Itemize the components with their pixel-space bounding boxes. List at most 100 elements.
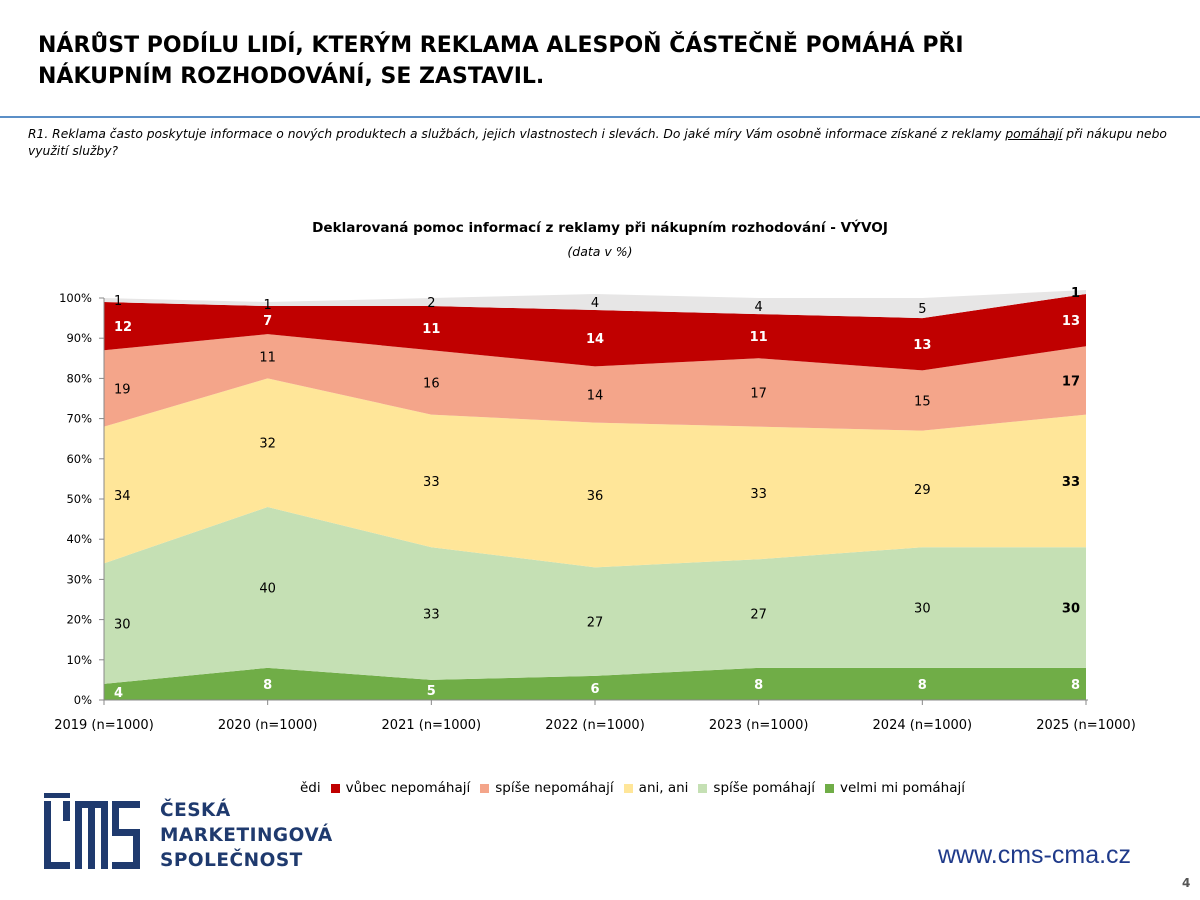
data-label: 13 bbox=[913, 338, 931, 353]
y-tick-label: 10% bbox=[66, 653, 92, 667]
header-divider bbox=[0, 116, 1200, 118]
x-tick-label: 2021 (n=1000) bbox=[382, 718, 482, 733]
legend-item-edi: ědi bbox=[300, 780, 321, 796]
chart-subtitle: (data v %) bbox=[567, 244, 633, 259]
title-line-2: NÁKUPNÍM ROZHODOVÁNÍ, SE ZASTAVIL. bbox=[38, 64, 545, 89]
data-label: 2 bbox=[427, 296, 435, 311]
logo-line-2: MARKETINGOVÁ bbox=[160, 825, 333, 846]
legend-item-ani-ani: ani, ani bbox=[623, 780, 689, 796]
legend-label: spíše pomáhají bbox=[713, 780, 815, 796]
data-label: 30 bbox=[914, 602, 931, 617]
data-label: 11 bbox=[422, 322, 440, 337]
data-label: 12 bbox=[114, 320, 132, 335]
x-tick-label: 2022 (n=1000) bbox=[545, 718, 645, 733]
data-label: 16 bbox=[423, 376, 440, 391]
data-label: 13 bbox=[1062, 314, 1080, 329]
data-label: 33 bbox=[423, 608, 440, 623]
y-tick-label: 0% bbox=[74, 693, 92, 707]
legend-swatch bbox=[825, 783, 834, 793]
survey-question: R1. Reklama často poskytuje informace o … bbox=[28, 126, 1178, 160]
data-label: 8 bbox=[263, 678, 272, 693]
logo-line-1: ČESKÁ bbox=[160, 800, 231, 821]
y-tick-label: 70% bbox=[66, 412, 92, 426]
question-underlined-word: pomáhají bbox=[1005, 127, 1063, 141]
legend-swatch bbox=[330, 783, 340, 793]
data-label: 33 bbox=[750, 487, 767, 502]
data-label: 17 bbox=[750, 386, 767, 401]
y-tick-label: 60% bbox=[66, 452, 92, 466]
x-tick-label: 2024 (n=1000) bbox=[873, 718, 973, 733]
data-label: 6 bbox=[590, 682, 599, 697]
legend-swatch bbox=[698, 783, 708, 793]
logo-text: ČESKÁ MARKETINGOVÁ SPOLEČNOST bbox=[160, 798, 333, 873]
y-tick-label: 30% bbox=[66, 572, 92, 586]
legend-swatch bbox=[623, 783, 633, 793]
y-tick-label: 40% bbox=[66, 532, 92, 546]
title-line-1: NÁRŮST PODÍLU LIDÍ, KTERÝM REKLAMA ALESP… bbox=[38, 33, 964, 58]
chart-legend: ědi vůbec nepomáhají spíše nepomáhají ani, … bbox=[300, 778, 975, 798]
data-label: 29 bbox=[914, 483, 931, 498]
data-label: 32 bbox=[259, 437, 276, 452]
legend-swatch bbox=[480, 783, 490, 793]
data-label: 34 bbox=[114, 489, 131, 504]
data-label: 19 bbox=[114, 382, 131, 397]
data-label: 33 bbox=[423, 475, 440, 490]
data-label: 14 bbox=[586, 332, 604, 347]
legend-item-spise-nepomahaji: spíše nepomáhají bbox=[480, 780, 614, 796]
y-tick-label: 100% bbox=[59, 291, 92, 305]
area-spise-nepomahaji bbox=[104, 334, 1086, 431]
data-label: 11 bbox=[750, 330, 768, 345]
legend-item-vubec-nepomahaji: vůbec nepomáhají bbox=[330, 780, 471, 796]
legend-label: ědi bbox=[300, 780, 321, 796]
area-spise-pomahaji bbox=[104, 507, 1086, 684]
y-tick-label: 20% bbox=[66, 613, 92, 627]
area-vubec-nepomahaji bbox=[104, 293, 1086, 371]
x-tick-label: 2019 (n=1000) bbox=[54, 718, 154, 733]
data-label: 30 bbox=[1062, 602, 1080, 617]
data-label: 17 bbox=[1062, 374, 1080, 389]
legend-label: ani, ani bbox=[638, 780, 689, 796]
y-tick-label: 50% bbox=[66, 492, 92, 506]
area-edi bbox=[104, 289, 1086, 319]
legend-item-spise-pomahaji: spíše pomáhají bbox=[698, 780, 815, 796]
data-label: 14 bbox=[587, 388, 604, 403]
legend-label: velmi mi pomáhají bbox=[840, 780, 966, 796]
data-label: 33 bbox=[1062, 475, 1080, 490]
y-tick-label: 90% bbox=[66, 331, 92, 345]
x-tick-label: 2023 (n=1000) bbox=[709, 718, 809, 733]
data-label: 4 bbox=[591, 296, 599, 311]
data-label: 15 bbox=[914, 395, 931, 410]
data-label: 8 bbox=[754, 678, 763, 693]
data-label: 8 bbox=[918, 678, 927, 693]
area-ani-ani bbox=[104, 378, 1086, 568]
data-label: 4 bbox=[755, 300, 763, 315]
page-number: 4 bbox=[1182, 876, 1191, 890]
cms-logo-icon bbox=[44, 793, 140, 869]
data-label: 1 bbox=[114, 294, 122, 309]
data-label: 5 bbox=[427, 684, 436, 699]
page-title: NÁRŮST PODÍLU LIDÍ, KTERÝM REKLAMA ALESP… bbox=[38, 30, 1168, 92]
data-label: 1 bbox=[1071, 286, 1080, 301]
data-label: 36 bbox=[587, 489, 604, 504]
x-tick-label: 2020 (n=1000) bbox=[218, 718, 318, 733]
data-label: 1 bbox=[264, 298, 272, 313]
y-tick-label: 80% bbox=[66, 371, 92, 385]
area-velmi-mi-pomahaji bbox=[104, 667, 1086, 700]
question-text-before: R1. Reklama často poskytuje informace o … bbox=[28, 127, 1006, 141]
data-label: 5 bbox=[918, 302, 926, 317]
data-label: 11 bbox=[259, 350, 276, 365]
chart-title: Deklarovaná pomoc informací z reklamy př… bbox=[312, 220, 888, 236]
x-tick-label: 2025 (n=1000) bbox=[1036, 718, 1136, 733]
data-label: 40 bbox=[259, 581, 276, 596]
data-label: 30 bbox=[114, 618, 131, 633]
website-link[interactable]: www.cms-cma.cz bbox=[938, 841, 1132, 869]
question-text-after: při nákupu nebo využití služby? bbox=[28, 127, 1167, 158]
legend-item-velmi-mi-pomahaji: velmi mi pomáhají bbox=[825, 780, 965, 796]
legend-label: spíše nepomáhají bbox=[495, 780, 614, 796]
data-label: 27 bbox=[587, 616, 604, 631]
data-label: 27 bbox=[750, 608, 767, 623]
logo-line-3: SPOLEČNOST bbox=[160, 850, 303, 871]
data-label: 7 bbox=[263, 314, 272, 329]
legend-label: vůbec nepomáhají bbox=[345, 780, 471, 796]
